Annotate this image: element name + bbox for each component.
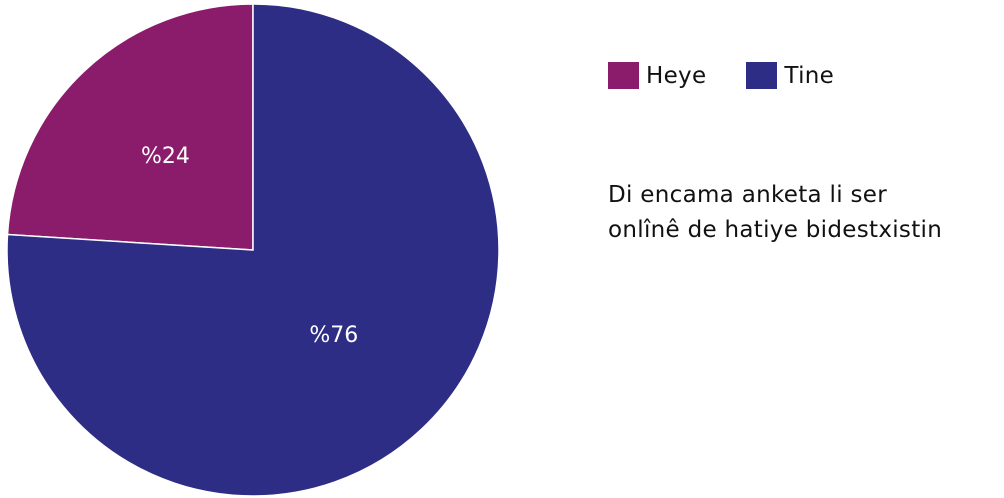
- pie-slice-label-tine: %76: [309, 323, 358, 348]
- legend-item-tine: Tine: [746, 62, 834, 89]
- pie-slice-tine: [6, 3, 500, 497]
- legend-item-heye: Heye: [608, 62, 706, 89]
- source-note-line-1: Di encama anketa li ser: [608, 182, 888, 208]
- pie-slice-label-heye: %24: [141, 144, 190, 169]
- pie-labels: %24 %76: [141, 144, 358, 348]
- legend-swatch-tine: [746, 62, 778, 89]
- source-note-line-2: onlînê de hatiye bidestxistin: [608, 217, 943, 243]
- legend: Heye Tine: [608, 62, 874, 89]
- pie-slices: [6, 3, 500, 497]
- source-note: Di encama anketa li ser onlînê de hatiye…: [608, 178, 998, 248]
- legend-label-heye: Heye: [646, 62, 707, 89]
- legend-label-tine: Tine: [784, 62, 835, 89]
- legend-swatch-heye: [608, 62, 639, 89]
- pie-slice-heye: [6, 3, 254, 251]
